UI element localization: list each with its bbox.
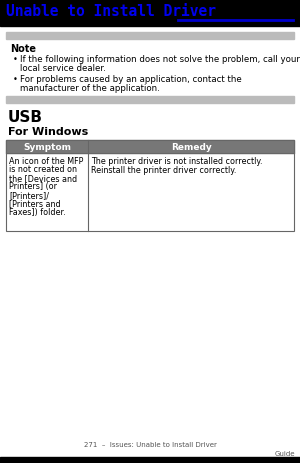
- Text: [Printers and: [Printers and: [9, 199, 61, 208]
- Text: Printers] (or: Printers] (or: [9, 182, 57, 191]
- Bar: [6, 141, 294, 232]
- Bar: [6, 33, 294, 40]
- Text: •: •: [13, 75, 18, 84]
- Text: manufacturer of the application.: manufacturer of the application.: [20, 84, 160, 93]
- Text: [Printers]/: [Printers]/: [9, 191, 49, 200]
- Text: local service dealer.: local service dealer.: [20, 64, 106, 73]
- Text: For problems caused by an application, contact the: For problems caused by an application, c…: [20, 75, 242, 84]
- Bar: [0, 0, 300, 27]
- Text: An icon of the MFP: An icon of the MFP: [9, 156, 83, 166]
- Text: Reinstall the printer driver correctly.: Reinstall the printer driver correctly.: [91, 166, 236, 175]
- Text: the [Devices and: the [Devices and: [9, 174, 77, 182]
- Bar: [6, 97, 294, 104]
- Text: 271  –  Issues: Unable to Install Driver: 271 – Issues: Unable to Install Driver: [84, 441, 216, 447]
- Text: Symptom: Symptom: [23, 143, 71, 152]
- Text: •: •: [13, 55, 18, 64]
- Text: The printer driver is not installed correctly.: The printer driver is not installed corr…: [91, 156, 262, 166]
- Text: Remedy: Remedy: [171, 143, 212, 152]
- Text: is not created on: is not created on: [9, 165, 77, 174]
- Text: Note: Note: [10, 44, 36, 54]
- Text: For Windows: For Windows: [8, 127, 88, 137]
- Text: Unable to Install Driver: Unable to Install Driver: [6, 4, 216, 19]
- Text: Guide: Guide: [274, 450, 295, 456]
- Text: USB: USB: [8, 110, 43, 125]
- Text: If the following information does not solve the problem, call your: If the following information does not so…: [20, 55, 300, 64]
- Bar: [0, 457, 300, 463]
- Text: Faxes]) folder.: Faxes]) folder.: [9, 207, 66, 217]
- Bar: [6, 141, 294, 154]
- Bar: [6, 154, 294, 232]
